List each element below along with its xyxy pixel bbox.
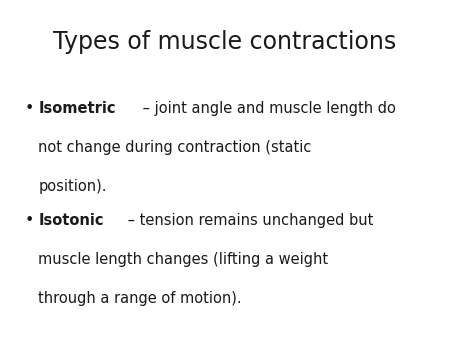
Text: •: •: [25, 101, 34, 116]
Text: not change during contraction (static: not change during contraction (static: [38, 140, 311, 155]
Text: Isotonic: Isotonic: [38, 213, 104, 228]
Text: muscle length changes (lifting a weight: muscle length changes (lifting a weight: [38, 252, 328, 267]
Text: position).: position).: [38, 179, 107, 194]
Text: through a range of motion).: through a range of motion).: [38, 291, 242, 306]
Text: – joint angle and muscle length do: – joint angle and muscle length do: [138, 101, 396, 116]
Text: Isometric: Isometric: [38, 101, 116, 116]
Text: – tension remains unchanged but: – tension remains unchanged but: [123, 213, 373, 228]
Text: •: •: [25, 213, 34, 228]
Text: Types of muscle contractions: Types of muscle contractions: [54, 30, 396, 54]
